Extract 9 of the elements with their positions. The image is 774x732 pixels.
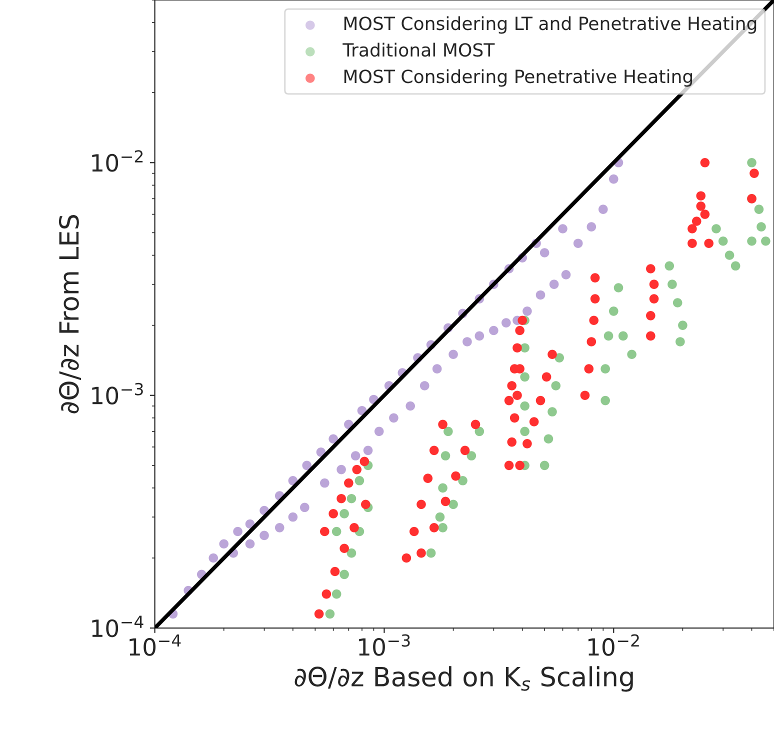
- y-axis-title: ∂Θ/∂z From LES: [58, 214, 81, 414]
- x-tick-label: 10$^{−2}$: [588, 634, 639, 656]
- y-tick-label: 10$^{−2}$: [92, 150, 143, 172]
- legend-label: MOST Considering LT and Penetrative Heating: [344, 16, 756, 34]
- legend-label: Traditional MOST: [342, 42, 495, 57]
- y-tick-label: 10$^{−3}$: [92, 382, 143, 404]
- x-tick-label: 10$^{−3}$: [359, 634, 410, 656]
- x-axis-title: ∂Θ/∂z Based on K$_{s}$ Scaling: [294, 666, 633, 692]
- legend-label: MOST Considering Penetrative Heating: [344, 69, 692, 87]
